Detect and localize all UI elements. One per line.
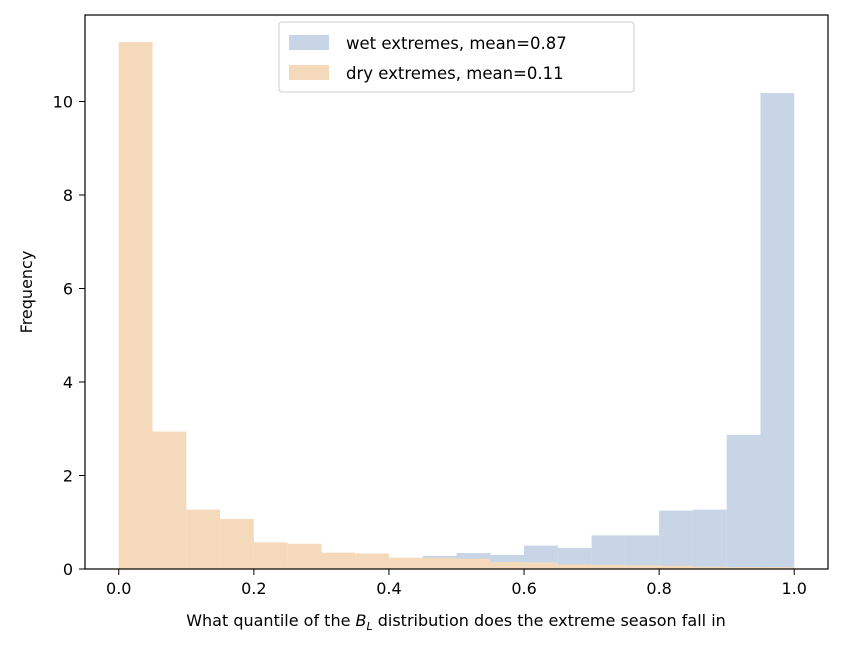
- wet-bar: [591, 535, 626, 569]
- wet-bar: [557, 547, 592, 569]
- x-axis: 0.0 0.2 0.4 0.6 0.8 1.0: [106, 569, 807, 598]
- dry-bar: [355, 553, 389, 569]
- dry-extremes-bars: [118, 42, 795, 570]
- x-tick-label: 0.8: [646, 579, 671, 598]
- legend-swatch-wet: [289, 35, 329, 50]
- y-tick-label: 6: [63, 279, 73, 298]
- dry-bar: [659, 565, 693, 569]
- y-tick-label: 10: [53, 92, 73, 111]
- plot-area: [85, 15, 828, 569]
- dry-bar: [557, 564, 592, 569]
- wet-bar: [760, 93, 795, 569]
- x-tick-label: 0.0: [106, 579, 131, 598]
- dry-bar: [490, 561, 525, 569]
- x-tick-label: 0.2: [241, 579, 266, 598]
- wet-bar: [659, 510, 693, 569]
- dry-bar: [152, 431, 187, 569]
- dry-bar: [591, 564, 626, 569]
- wet-bar: [726, 434, 761, 569]
- dry-bar: [253, 542, 288, 569]
- dry-bar: [287, 543, 322, 569]
- plot-frame: [84, 14, 829, 570]
- x-tick-label: 0.6: [511, 579, 536, 598]
- legend-label-dry: dry extremes, mean=0.11: [346, 64, 564, 83]
- dry-bar: [388, 557, 423, 569]
- y-tick-label: 0: [63, 560, 73, 579]
- y-axis: 0 2 4 6 8 10: [53, 92, 85, 579]
- dry-bar: [625, 565, 660, 569]
- wet-bar: [692, 509, 727, 569]
- y-tick-label: 4: [63, 373, 73, 392]
- dry-bar: [692, 566, 727, 569]
- x-tick-label: 0.4: [376, 579, 401, 598]
- dry-bar: [524, 562, 558, 569]
- y-tick-label: 2: [63, 466, 73, 485]
- y-tick-label: 8: [63, 186, 73, 205]
- dry-bar: [760, 567, 795, 569]
- dry-bar: [186, 509, 221, 569]
- dry-bar: [456, 558, 491, 569]
- legend-swatch-dry: [289, 65, 329, 80]
- dry-bar: [321, 552, 356, 569]
- dry-bar: [422, 557, 457, 569]
- legend-label-wet: wet extremes, mean=0.87: [346, 34, 567, 53]
- dry-bar: [118, 42, 153, 570]
- dry-bar: [726, 567, 761, 569]
- x-axis-label: What quantile of the BL distribution doe…: [186, 611, 726, 633]
- y-axis-label: Frequency: [17, 251, 36, 334]
- x-tick-label: 1.0: [782, 579, 807, 598]
- legend: wet extremes, mean=0.87 dry extremes, me…: [278, 21, 635, 93]
- legend-box: [278, 21, 635, 93]
- dry-bar: [220, 518, 254, 569]
- wet-bar: [625, 535, 660, 569]
